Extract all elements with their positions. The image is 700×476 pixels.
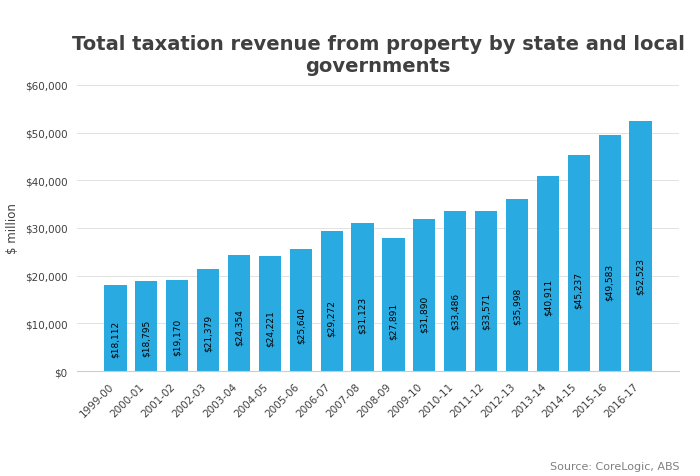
Bar — [351, 223, 374, 371]
Text: $24,354: $24,354 — [234, 309, 244, 346]
Bar — [321, 232, 343, 371]
Text: $35,998: $35,998 — [512, 288, 522, 325]
Text: $25,640: $25,640 — [296, 307, 305, 343]
Text: $49,583: $49,583 — [605, 263, 614, 300]
Text: $40,911: $40,911 — [543, 279, 552, 316]
Bar — [135, 282, 158, 371]
Bar — [537, 177, 559, 371]
Text: $33,571: $33,571 — [482, 292, 491, 329]
Bar — [259, 256, 281, 371]
Bar — [629, 121, 652, 371]
Bar — [104, 285, 127, 371]
Text: $24,221: $24,221 — [265, 309, 274, 346]
Bar — [413, 219, 435, 371]
Bar — [166, 280, 188, 371]
Text: $21,379: $21,379 — [204, 314, 213, 351]
Text: $52,523: $52,523 — [636, 258, 645, 295]
Bar — [444, 212, 466, 371]
Bar — [197, 269, 219, 371]
Bar — [290, 249, 312, 371]
Bar — [228, 255, 250, 371]
Bar — [382, 238, 405, 371]
Bar — [475, 211, 497, 371]
Y-axis label: $ million: $ million — [6, 203, 19, 254]
Text: $19,170: $19,170 — [173, 318, 182, 355]
Text: $31,123: $31,123 — [358, 297, 367, 334]
Text: $18,795: $18,795 — [142, 319, 151, 356]
Text: $29,272: $29,272 — [327, 300, 336, 337]
Text: Source: CoreLogic, ABS: Source: CoreLogic, ABS — [550, 461, 679, 471]
Text: $33,486: $33,486 — [451, 292, 460, 329]
Text: $45,237: $45,237 — [574, 271, 583, 308]
Bar — [598, 135, 621, 371]
Bar — [568, 156, 590, 371]
Text: $27,891: $27,891 — [389, 302, 398, 339]
Bar — [506, 200, 528, 371]
Title: Total taxation revenue from property by state and local
governments: Total taxation revenue from property by … — [71, 35, 685, 76]
Text: $31,890: $31,890 — [420, 295, 429, 332]
Text: $18,112: $18,112 — [111, 320, 120, 357]
